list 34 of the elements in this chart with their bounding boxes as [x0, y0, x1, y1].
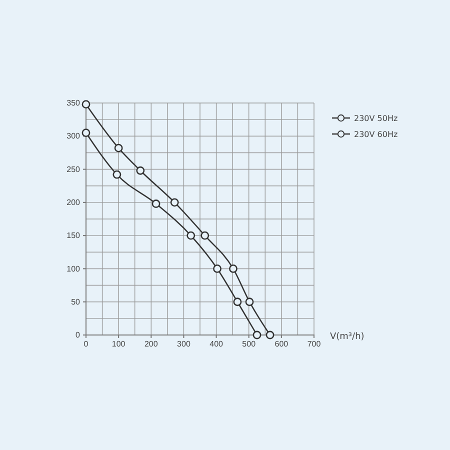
point — [114, 144, 123, 152]
x-tick-label: 400 — [210, 340, 224, 349]
legend-label: 230V 50Hz — [354, 114, 398, 123]
point — [266, 330, 274, 340]
point — [186, 231, 196, 240]
point — [229, 264, 238, 273]
y-tick-label: 150 — [66, 231, 81, 240]
x-tick-label: 0 — [84, 340, 89, 349]
x-tick-label: 700 — [307, 340, 322, 349]
y-tick-label: 350 — [66, 98, 81, 108]
x-tick-label: 200 — [144, 340, 158, 349]
y-tick-label: 0 — [76, 330, 81, 340]
point — [136, 166, 145, 175]
y-tick-label: 300 — [66, 132, 81, 141]
x-axis-title: V(m³/h) — [330, 332, 364, 342]
point — [112, 170, 122, 179]
point — [152, 200, 160, 208]
y-tick-label: 250 — [66, 164, 81, 174]
point — [82, 100, 90, 109]
point — [252, 330, 262, 340]
legend-label: 230V 60Hz — [354, 130, 398, 139]
point — [245, 298, 254, 306]
y-tick-label: 200 — [66, 198, 81, 207]
y-tick-label: 100 — [66, 264, 81, 274]
x-tick-label: 100 — [112, 340, 126, 349]
y-tick-label: 50 — [71, 297, 81, 306]
x-tick-label: 500 — [242, 340, 256, 349]
point — [82, 128, 90, 138]
point — [233, 298, 242, 306]
point — [213, 264, 222, 273]
point — [200, 231, 210, 240]
x-tick-label: 600 — [274, 340, 289, 349]
x-tick-label: 300 — [177, 340, 191, 349]
point — [170, 198, 179, 207]
